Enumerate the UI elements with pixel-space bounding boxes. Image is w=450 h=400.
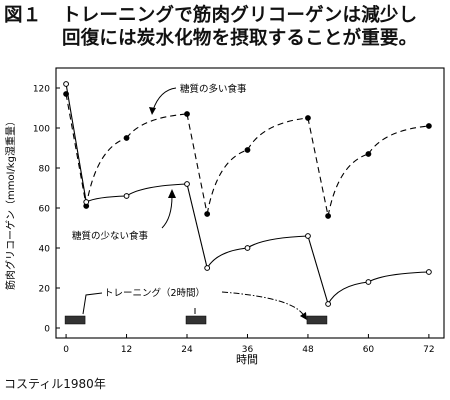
training-block — [64, 315, 86, 325]
y-tick-label: 0 — [44, 325, 50, 335]
series-1-point — [184, 111, 190, 117]
training-label: トレーニング（2時間） — [104, 287, 205, 299]
series-1-point — [305, 115, 311, 121]
x-tick-label: 0 — [63, 345, 69, 355]
training-block — [306, 315, 328, 325]
y-tick-label: 60 — [39, 205, 51, 215]
series-1-point — [204, 211, 211, 217]
series-2-point — [325, 301, 332, 307]
series-1-segment — [85, 137, 127, 207]
x-tick-label: 36 — [242, 345, 254, 355]
x-tick-label: 24 — [181, 345, 193, 355]
series-2-segment — [85, 195, 127, 203]
series-1-point — [244, 147, 251, 153]
chart: 0 12 24 36 48 60 72 0 20 40 60 80 100 120 糖質の多い食事糖質の少… — [4, 67, 445, 366]
series-1-segment — [247, 117, 309, 151]
series-1-point — [123, 135, 130, 141]
series-1-segment — [206, 149, 248, 215]
training-block — [185, 315, 207, 325]
series-2-point — [365, 279, 372, 285]
credit: コスティル1980年 — [4, 377, 106, 391]
series-1-segment — [65, 93, 87, 207]
series-2-segment — [307, 235, 329, 305]
series-1-point — [365, 151, 372, 157]
y-tick-label: 20 — [39, 285, 51, 295]
figure-title: 図１ トレーニングで筋肉グリコーゲンは減少し 回復には炭水化物を摂取することが重要… — [4, 4, 448, 50]
series-2-segment — [368, 271, 429, 283]
plot-frame — [55, 67, 445, 339]
series-2-segment — [247, 235, 308, 249]
series-1-segment — [186, 113, 208, 215]
series-2-point — [123, 193, 130, 199]
arrow-head-low-carb — [168, 189, 176, 198]
series-2-point — [244, 245, 251, 251]
series-1-point — [325, 213, 332, 219]
y-tick-label: 80 — [39, 165, 51, 175]
series-2-segment — [126, 183, 188, 197]
y-tick-label: 40 — [39, 245, 51, 255]
title-line-1: トレーニングで筋肉グリコーゲンは減少し — [62, 5, 418, 26]
training-arrow-1 — [82, 292, 103, 315]
series-2-segment — [65, 83, 87, 203]
series-2-segment — [186, 183, 208, 269]
series-2-point — [184, 181, 190, 187]
series-1-point — [425, 123, 432, 129]
figure-number: 図１ — [4, 5, 42, 26]
series-2-segment — [206, 247, 248, 269]
x-tick-label: 60 — [363, 345, 375, 355]
label-low-carb: 糖質の少ない食事 — [72, 230, 149, 242]
x-tick-label: 72 — [423, 345, 434, 355]
title-line-2: 回復には炭水化物を摂取することが重要。 — [62, 28, 418, 49]
arrow-head-high-carb — [149, 107, 156, 115]
x-tick-label: 12 — [121, 345, 132, 355]
series-2-point — [63, 81, 69, 87]
series-2-point — [204, 265, 211, 271]
y-tick-label: 120 — [33, 85, 50, 95]
series-1-segment — [327, 153, 369, 217]
training-arrow-3-head — [299, 312, 307, 320]
series-1-segment — [367, 125, 429, 155]
series-2-point — [83, 199, 90, 205]
y-axis-label: 筋肉グリコーゲン（mmol/kg湿重量） — [4, 116, 17, 290]
series-2-point — [425, 269, 432, 275]
y-tick-label: 100 — [33, 125, 50, 135]
x-tick-label: 48 — [302, 345, 314, 355]
arrow-low-carb — [161, 195, 173, 229]
series-2-point — [305, 233, 311, 239]
label-high-carb: 糖質の多い食事 — [180, 83, 247, 95]
series-1-segment — [307, 117, 329, 217]
arrow-high-carb — [152, 87, 177, 111]
x-axis-label: 時間 — [236, 353, 258, 366]
series-1-segment — [126, 113, 188, 139]
training-arrow-3 — [221, 291, 306, 319]
series-2-segment — [327, 281, 369, 305]
